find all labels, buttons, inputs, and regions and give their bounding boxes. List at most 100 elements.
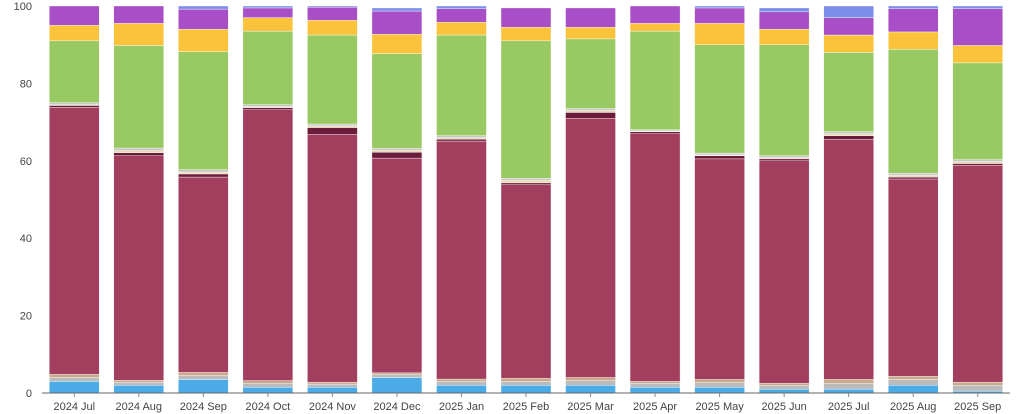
bar-segment (629, 383, 681, 388)
bar-segment (952, 161, 1003, 164)
bar-segment (49, 374, 100, 378)
bar-segment (178, 5, 229, 10)
bar-stack (758, 7, 810, 394)
bar-segment (178, 169, 229, 173)
x-tick-label: 2024 Oct (246, 401, 291, 413)
bar-stack (565, 7, 616, 394)
bar-stack (49, 5, 100, 394)
bar-segment (178, 173, 229, 178)
bar-segment (371, 152, 423, 159)
bar-segment (888, 376, 939, 380)
x-tick-label: 2024 Sep (180, 401, 227, 413)
x-tick-label: 2024 Jul (53, 401, 95, 413)
bar-segment (823, 131, 874, 134)
bar-segment (888, 174, 939, 178)
bar-segment (242, 386, 294, 394)
y-tick-label: 80 (20, 78, 32, 90)
bar-segment (758, 383, 810, 386)
bar-stack (952, 5, 1003, 394)
bar-segment (178, 29, 229, 52)
bar-segment (952, 159, 1003, 162)
bar-segment (113, 150, 165, 153)
bar-segment (307, 134, 358, 383)
bar-segment (307, 5, 358, 8)
bar-segment (371, 34, 423, 54)
bar-segment (307, 6, 358, 21)
bar-segment (629, 133, 681, 382)
bar-segment (694, 152, 745, 156)
bar-segment (49, 105, 100, 108)
bar-segment (436, 385, 487, 394)
bar-segment (307, 127, 358, 135)
bar-segment (371, 150, 423, 153)
bar-segment (888, 379, 939, 386)
x-tick-label: 2025 Sep (954, 401, 1001, 413)
bar-segment (629, 30, 681, 131)
bar-segment (565, 38, 616, 109)
bar-segment (758, 388, 810, 394)
bar-segment (952, 8, 1003, 46)
bar-segment (500, 40, 552, 179)
bar-segment (500, 381, 552, 386)
bar-segment (178, 51, 229, 170)
bar-segment (565, 110, 616, 113)
x-tick-label: 2025 Mar (567, 401, 614, 413)
bar-segment (49, 5, 100, 26)
bar-segment (823, 135, 874, 140)
bar-segment (565, 377, 616, 381)
bar-segment (758, 44, 810, 156)
bar-segment (565, 385, 616, 394)
bar-segment (436, 34, 487, 136)
bars-group (49, 5, 1003, 394)
bar-segment (500, 7, 552, 28)
bar-segment (823, 379, 874, 384)
bar-segment (758, 29, 810, 45)
bar-segment (371, 372, 423, 376)
bar-segment (629, 23, 681, 32)
bar-segment (500, 184, 552, 379)
bar-stack (178, 5, 229, 394)
bar-segment (113, 152, 165, 156)
bar-segment (952, 385, 1003, 392)
x-tick-label: 2025 Jan (439, 401, 484, 413)
bar-stack (113, 5, 165, 394)
bar-segment (629, 381, 681, 384)
bar-segment (888, 49, 939, 174)
bar-segment (307, 383, 358, 388)
bar-segment (178, 379, 229, 394)
bar-segment (500, 27, 552, 42)
bar-segment (113, 380, 165, 383)
bar-segment (888, 385, 939, 394)
bar-segment (952, 62, 1003, 160)
bar-segment (307, 381, 358, 385)
bar-segment (888, 31, 939, 50)
bar-segment (694, 386, 745, 394)
bar-segment (178, 375, 229, 380)
bar-segment (758, 155, 810, 158)
bar-segment (113, 5, 165, 24)
bar-segment (500, 385, 552, 394)
bar-segment (49, 25, 100, 42)
bar-segment (694, 379, 745, 383)
bar-segment (113, 155, 165, 381)
bar-segment (629, 5, 681, 24)
bar-segment (436, 140, 487, 380)
bar-segment (500, 179, 552, 184)
bar-segment (371, 53, 423, 149)
bar-segment (694, 5, 745, 9)
bar-segment (952, 163, 1003, 166)
bar-segment (307, 123, 358, 127)
bar-segment (823, 383, 874, 390)
y-tick-label: 100 (14, 1, 32, 13)
bar-stack (307, 5, 358, 394)
y-tick-label: 60 (20, 156, 32, 168)
bar-segment (888, 172, 939, 176)
bar-segment (952, 5, 1003, 9)
bar-segment (823, 388, 874, 394)
bar-segment (242, 107, 294, 110)
bar-segment (694, 23, 745, 45)
bar-segment (500, 182, 552, 186)
bar-segment (307, 125, 358, 128)
bar-segment (629, 386, 681, 394)
bar-segment (178, 372, 229, 376)
